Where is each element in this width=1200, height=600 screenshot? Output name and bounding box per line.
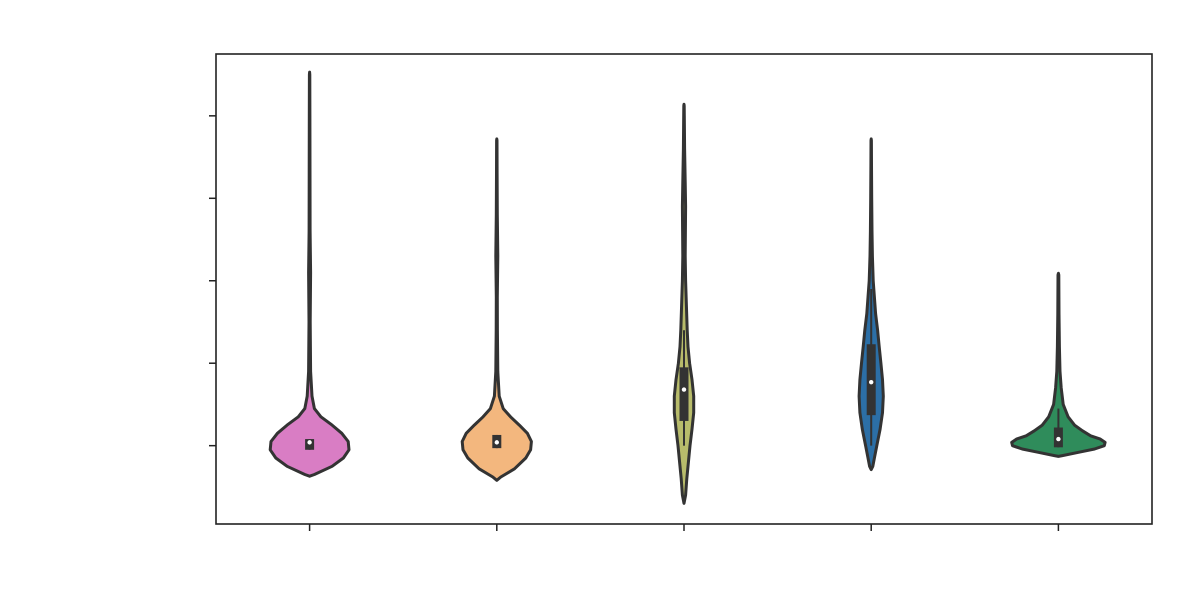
x-axis-ticks <box>308 524 1060 531</box>
median-dot-5 <box>1056 436 1061 442</box>
iqr-box-4 <box>866 344 876 416</box>
plot-frame <box>215 53 1153 525</box>
violin-1 <box>268 70 351 478</box>
iqr-box-3 <box>679 367 689 421</box>
violins-group <box>268 70 1107 505</box>
median-dot-4 <box>869 379 874 385</box>
violin-2 <box>460 137 533 482</box>
violin-3 <box>672 102 696 505</box>
median-dot-2 <box>494 440 499 445</box>
y-axis-ticks <box>209 115 216 447</box>
median-dot-3 <box>681 387 687 392</box>
violin-5 <box>1010 271 1107 458</box>
median-dot-1 <box>307 440 312 445</box>
